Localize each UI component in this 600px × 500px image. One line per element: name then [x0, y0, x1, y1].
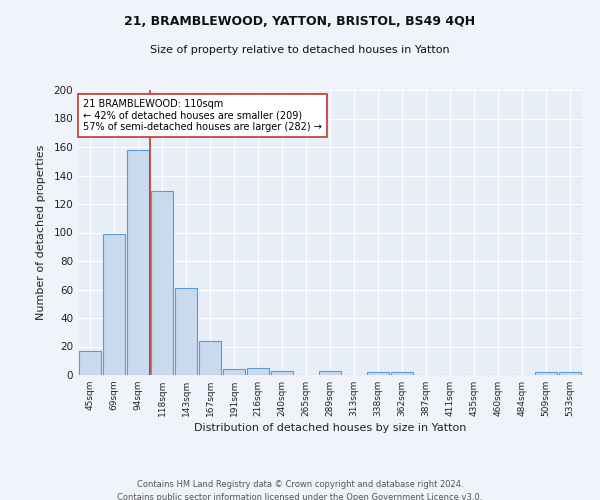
- Y-axis label: Number of detached properties: Number of detached properties: [37, 145, 46, 320]
- Bar: [151, 191, 173, 375]
- Text: 21 BRAMBLEWOOD: 110sqm
← 42% of detached houses are smaller (209)
57% of semi-de: 21 BRAMBLEWOOD: 110sqm ← 42% of detached…: [83, 98, 322, 132]
- Text: Size of property relative to detached houses in Yatton: Size of property relative to detached ho…: [150, 45, 450, 55]
- Bar: [271, 370, 293, 375]
- Bar: [535, 372, 557, 375]
- Bar: [103, 234, 125, 375]
- Bar: [175, 288, 197, 375]
- Bar: [367, 372, 389, 375]
- Bar: [223, 370, 245, 375]
- Bar: [319, 370, 341, 375]
- Bar: [199, 341, 221, 375]
- Bar: [127, 150, 149, 375]
- Text: 21, BRAMBLEWOOD, YATTON, BRISTOL, BS49 4QH: 21, BRAMBLEWOOD, YATTON, BRISTOL, BS49 4…: [124, 15, 476, 28]
- Bar: [247, 368, 269, 375]
- Text: Contains HM Land Registry data © Crown copyright and database right 2024.: Contains HM Land Registry data © Crown c…: [137, 480, 463, 489]
- Bar: [559, 372, 581, 375]
- Bar: [391, 372, 413, 375]
- Bar: [79, 351, 101, 375]
- Text: Contains public sector information licensed under the Open Government Licence v3: Contains public sector information licen…: [118, 492, 482, 500]
- X-axis label: Distribution of detached houses by size in Yatton: Distribution of detached houses by size …: [194, 423, 466, 433]
